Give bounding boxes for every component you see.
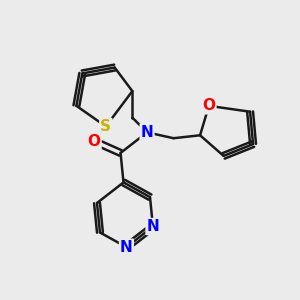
Text: S: S bbox=[100, 119, 111, 134]
Text: N: N bbox=[147, 219, 159, 234]
Text: O: O bbox=[202, 98, 215, 113]
Text: N: N bbox=[120, 240, 133, 255]
Text: O: O bbox=[88, 134, 100, 149]
Text: N: N bbox=[141, 125, 153, 140]
